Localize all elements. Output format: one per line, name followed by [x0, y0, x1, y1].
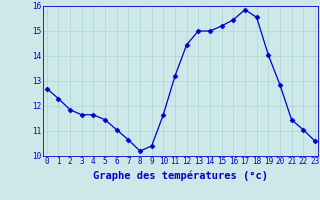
X-axis label: Graphe des températures (°c): Graphe des températures (°c)	[93, 171, 268, 181]
